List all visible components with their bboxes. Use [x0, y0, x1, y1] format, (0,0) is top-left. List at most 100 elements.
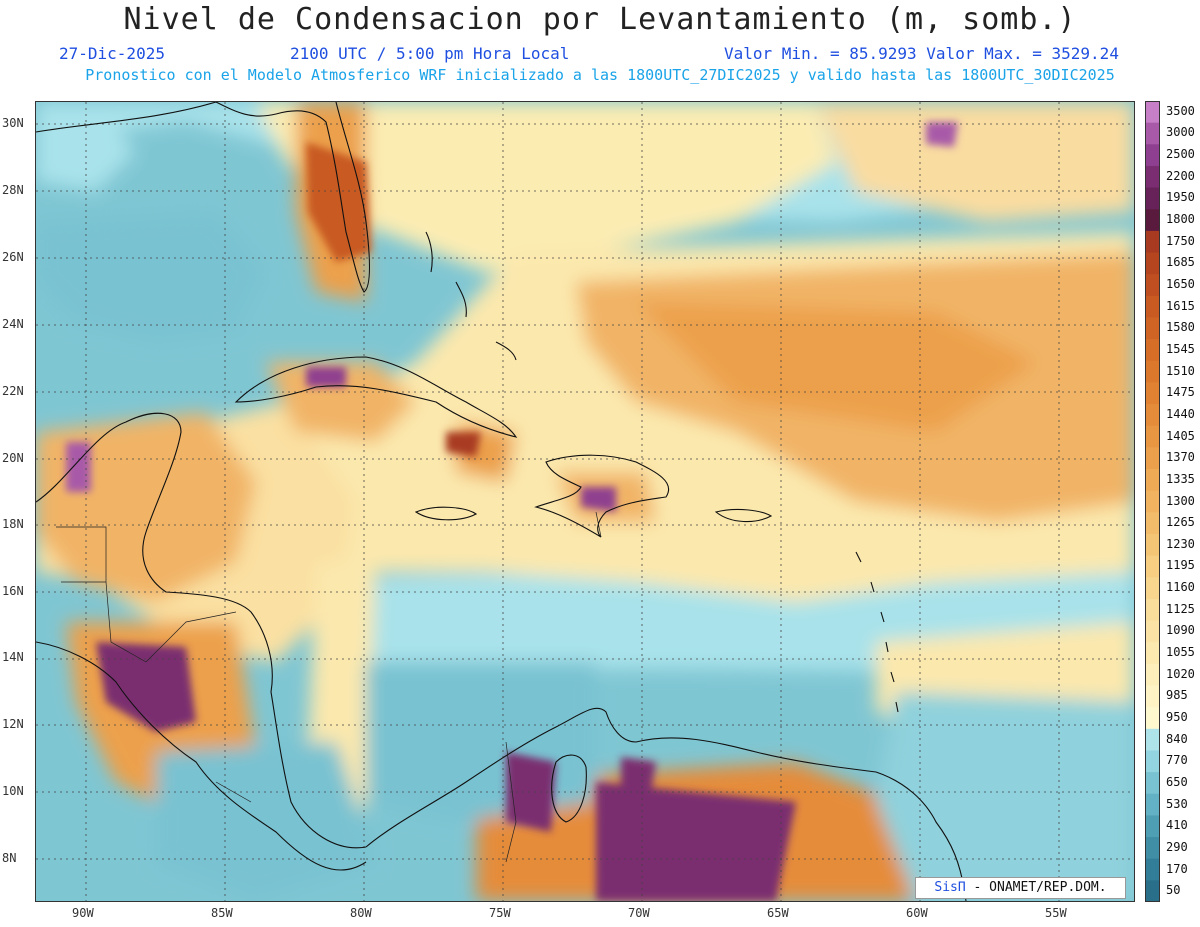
- colorbar-label: 1545: [1166, 341, 1195, 356]
- colorbar-swatch: [1145, 382, 1160, 405]
- colorbar-swatch: [1145, 490, 1160, 513]
- colorbar-label: 1230: [1166, 536, 1195, 551]
- map-title: Nivel de Condensacion por Levantamiento …: [123, 2, 1077, 37]
- colorbar-swatch: [1145, 750, 1160, 773]
- colorbar-label: 950: [1166, 709, 1188, 724]
- colorbar-label: 650: [1166, 774, 1188, 789]
- colorbar-swatch: [1145, 707, 1160, 730]
- colorbar-swatch: [1145, 469, 1160, 492]
- colorbar-swatch: [1145, 360, 1160, 383]
- colorbar-swatch: [1145, 274, 1160, 297]
- colorbar-label: 1800: [1166, 212, 1195, 227]
- colorbar-label: 1685: [1166, 255, 1195, 270]
- colorbar-swatch: [1145, 620, 1160, 643]
- credit-text: - ONAMET/REP.DOM.: [965, 880, 1107, 895]
- lat-tick: 10N: [2, 784, 24, 798]
- colorbar-label: 1440: [1166, 406, 1195, 421]
- colorbar-swatch: [1145, 425, 1160, 448]
- colorbar-swatch: [1145, 101, 1160, 124]
- colorbar-swatch: [1145, 858, 1160, 881]
- colorbar-swatch: [1145, 209, 1160, 232]
- colorbar-swatch: [1145, 252, 1160, 275]
- colorbar-label: 770: [1166, 753, 1188, 768]
- lon-tick: 80W: [350, 906, 372, 920]
- colorbar-swatch: [1145, 728, 1160, 751]
- lat-tick: 28N: [2, 183, 24, 197]
- colorbar-label: 50: [1166, 883, 1181, 898]
- colorbar-label: 3500: [1166, 103, 1195, 118]
- lon-tick: 70W: [628, 906, 650, 920]
- colorbar-label: 1370: [1166, 450, 1195, 465]
- colorbar-swatch: [1145, 230, 1160, 254]
- colorbar-label: 1090: [1166, 623, 1195, 638]
- colorbar-label: 1335: [1166, 471, 1195, 486]
- country-borders: [56, 511, 602, 863]
- lon-tick: 55W: [1045, 906, 1067, 920]
- sis-logo-text: SisΠ: [934, 880, 966, 895]
- colorbar-label: 1615: [1166, 298, 1195, 313]
- lon-tick: 65W: [767, 906, 789, 920]
- colorbar-swatch: [1145, 555, 1160, 578]
- colorbar-label: 170: [1166, 861, 1188, 876]
- colorbar-label: 2200: [1166, 168, 1195, 183]
- colorbar-label: 1020: [1166, 666, 1195, 681]
- lat-tick: 24N: [2, 317, 24, 331]
- lat-tick: 20N: [2, 451, 24, 465]
- lat-lon-grid: [36, 102, 1134, 901]
- forecast-date: 27-Dic-2025: [59, 44, 165, 63]
- colorbar-label: 1125: [1166, 601, 1195, 616]
- colorbar-swatch: [1145, 685, 1160, 708]
- colorbar-swatch: [1145, 772, 1160, 795]
- colorbar-label: 1300: [1166, 493, 1195, 508]
- colorbar-swatch: [1145, 663, 1160, 687]
- colorbar-label: 1750: [1166, 233, 1195, 248]
- colorbar-swatch: [1145, 598, 1160, 622]
- value-range: Valor Min. = 85.9293 Valor Max. = 3529.2…: [724, 44, 1119, 63]
- high-lcl-cores: [66, 122, 958, 901]
- colorbar-frame: [1145, 101, 1160, 902]
- colorbar-label: 1580: [1166, 320, 1195, 335]
- colorbar-swatch: [1145, 165, 1160, 189]
- colorbar-swatch: [1145, 642, 1160, 665]
- colorbar-swatch: [1145, 295, 1160, 318]
- coastlines: [36, 102, 967, 901]
- lat-tick: 26N: [2, 250, 24, 264]
- lat-tick: 22N: [2, 384, 24, 398]
- colorbar-label: 410: [1166, 818, 1188, 833]
- colorbar-swatch: [1145, 577, 1160, 600]
- colorbar-swatch: [1145, 793, 1160, 816]
- forecast-time: 2100 UTC / 5:00 pm Hora Local: [290, 44, 570, 63]
- colorbar-swatch: [1145, 837, 1160, 860]
- colorbar-swatch: [1145, 815, 1160, 838]
- lon-tick: 90W: [72, 906, 94, 920]
- lat-tick: 12N: [2, 717, 24, 731]
- colorbar-swatch: [1145, 144, 1160, 167]
- colorbar-label: 985: [1166, 688, 1188, 703]
- lon-tick: 85W: [211, 906, 233, 920]
- colorbar-swatch: [1145, 447, 1160, 470]
- colorbar-swatch: [1145, 339, 1160, 362]
- colorbar-label: 290: [1166, 839, 1188, 854]
- colorbar-swatch: [1145, 533, 1160, 557]
- lat-tick: 14N: [2, 650, 24, 664]
- lat-tick: 8N: [2, 851, 17, 865]
- colorbar-swatch: [1145, 187, 1160, 210]
- lat-tick: 18N: [2, 517, 24, 531]
- colorbar-label: 3000: [1166, 125, 1195, 140]
- colorbar-label: 840: [1166, 731, 1188, 746]
- colorbar-label: 1160: [1166, 580, 1195, 595]
- model-subtitle: Pronostico con el Modelo Atmosferico WRF…: [85, 66, 1115, 84]
- lcl-map: [35, 101, 1135, 902]
- colorbar-label: 1055: [1166, 645, 1195, 660]
- colorbar-swatch: [1145, 880, 1160, 902]
- colorbar-label: 1265: [1166, 515, 1195, 530]
- colorbar: [1145, 101, 1160, 902]
- credit-box: SisΠ - ONAMET/REP.DOM.: [915, 877, 1126, 899]
- colorbar-swatch: [1145, 404, 1160, 427]
- lon-tick: 60W: [906, 906, 928, 920]
- lat-tick: 30N: [2, 116, 24, 130]
- colorbar-swatch: [1145, 317, 1160, 340]
- colorbar-swatch: [1145, 122, 1160, 145]
- colorbar-label: 1195: [1166, 558, 1195, 573]
- lat-tick: 16N: [2, 584, 24, 598]
